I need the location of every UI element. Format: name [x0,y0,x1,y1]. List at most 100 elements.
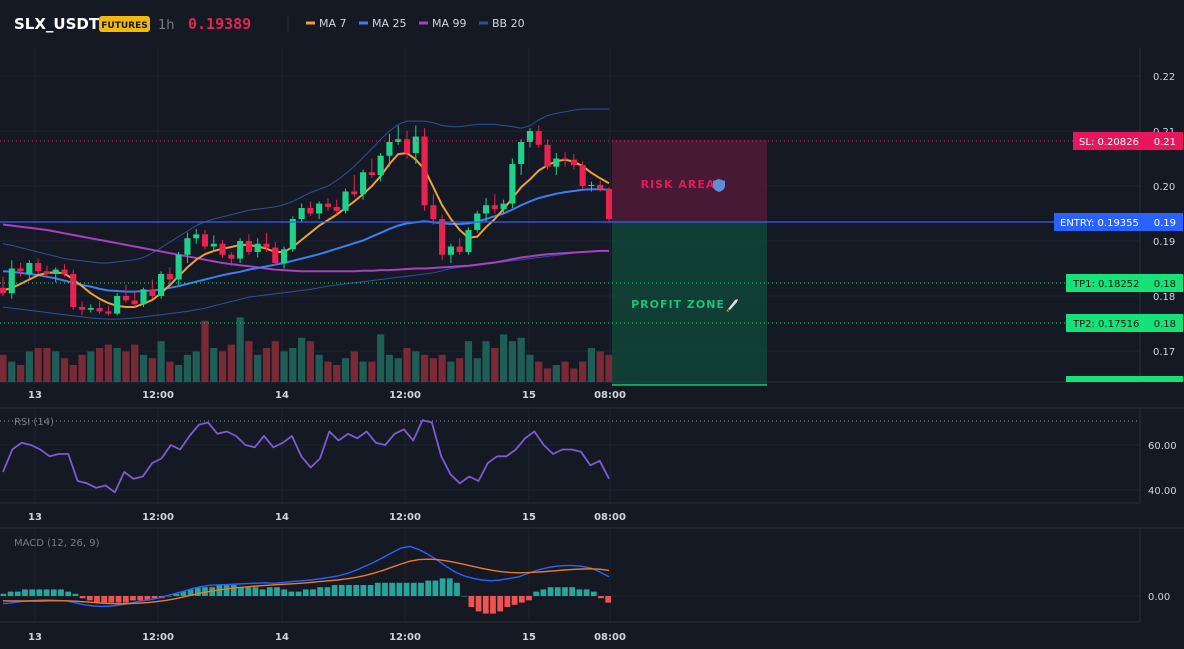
macd-hist-bar [137,596,144,601]
bb-upper-line [2,108,609,264]
candle-body [439,219,446,255]
volume-bar [377,334,385,382]
candle-body [280,249,288,263]
candle-body [272,247,279,263]
candle-body [8,268,15,294]
macd-hist-bar [130,596,136,601]
candle-body [412,136,419,153]
volume-bar [175,365,183,382]
volume-bar [605,354,613,382]
macd-hist-bar [389,582,396,596]
macd-hist-bar [79,596,86,599]
macd-hist-bar [122,596,129,603]
bb-lower-line [2,250,609,320]
candle-body [254,243,261,252]
macd-hist-bar [547,587,554,596]
macd-hist-bar [605,596,612,603]
sl-tag-label: SL: 0.20826 [1079,137,1139,148]
macd-hist-bar [288,591,295,596]
macd-hist-bar [533,591,540,596]
macd-hist-bar [72,593,79,596]
sl-tag [1073,132,1183,150]
futures-badge [99,16,150,32]
macd-hist-bar [331,585,338,596]
macd-hist-bar [590,591,597,596]
rocket-icon [726,299,738,312]
candle-body [131,300,138,305]
macd-hist-bar [562,587,568,596]
rsi-polyline [2,419,610,494]
volume-bar [262,348,271,382]
volume-bar [394,358,402,382]
macd-hist-bar [115,596,122,603]
macd-hist-bar [0,593,7,596]
candle-body [535,131,542,145]
time-axis-rsi: 13 12:00 14 12:00 15 08:00 [28,512,626,523]
macd-hist-bar [439,578,446,596]
macd-hist-bar [403,582,410,596]
macd-hist-bar [504,596,511,607]
volume-bar [43,348,51,382]
macd-hist-bar [94,596,100,603]
tp1-tag-value: 0.18 [1154,279,1176,290]
volume-bar [526,354,534,382]
volume-bar [447,361,455,382]
candle-body [122,296,130,301]
candle-body [78,307,86,310]
candle-body [96,308,103,312]
price-tick: 0.19 [1153,237,1175,248]
macd-hist-bar [526,596,532,601]
macd-hist-bar [511,596,518,605]
volume-bar [535,361,543,382]
profit-zone-label: PROFIT ZONE [631,298,725,311]
macd-hist-bar [302,589,309,596]
time-tick: 14 [275,632,289,643]
entry-tag-value: 0.19 [1154,218,1176,229]
candle-body [105,311,112,314]
candle-body [114,296,121,314]
macd-hist-bar [101,596,108,603]
symbol-name[interactable]: SLX_USDT [14,15,100,33]
candle-body [570,159,577,166]
volume-bar [561,361,569,382]
legend-label: MA 25 [372,17,407,30]
time-tick: 12:00 [389,390,421,401]
volume-bar [52,351,60,382]
macd-hist-bar [238,587,244,596]
futures-badge-label: FUTURES [101,21,147,31]
tp2-tag-label: TP2: 0.17516 [1072,319,1139,330]
time-tick: 12:00 [142,512,174,523]
macd-hist-bar [367,585,374,596]
macd-pane: MACD (12, 26, 9) 0.00 [0,538,1170,614]
volume-bar [289,348,297,382]
time-tick: 13 [28,632,42,643]
time-tick: 08:00 [594,512,626,523]
legend-label: MA 7 [319,17,347,30]
candle-body [193,234,200,239]
macd-hist-bar [187,589,194,596]
candle-body [351,191,358,195]
candle-body [465,230,472,252]
time-tick: 08:00 [594,632,626,643]
risk-area-label: RISK AREA [641,178,716,191]
volume-bar [104,344,112,382]
candle-body [149,289,156,296]
macd-hist-bar [58,589,64,596]
risk-area-box[interactable] [612,140,767,222]
candle-body [316,203,323,214]
volume-bar [8,361,16,382]
candle-body [263,243,270,248]
indicator-legend: MA 7 MA 25 MA 99 BB 20 [306,17,525,30]
candle-body [26,263,33,274]
interval-label[interactable]: 1h [158,18,175,33]
candle-body [175,254,182,280]
volume-bar [517,337,525,382]
macd-hist-bar [583,589,590,596]
profit-zone-box[interactable] [612,222,767,385]
macd-hist-bar [497,596,504,612]
candle-body [342,191,349,211]
rsi-tick-60: 60.00 [1148,441,1177,452]
time-tick: 14 [275,390,289,401]
tp2-tag-value: 0.18 [1154,319,1176,330]
